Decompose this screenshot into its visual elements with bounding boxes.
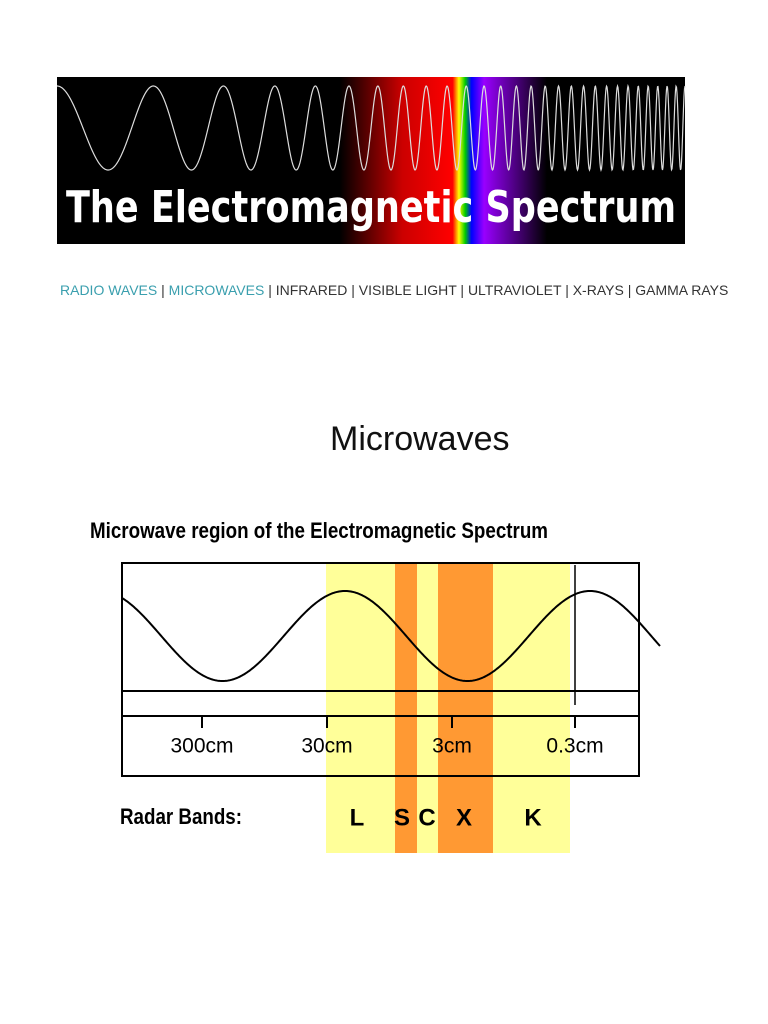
nav-link[interactable]: MICROWAVES bbox=[168, 282, 265, 298]
scale-label: 30cm bbox=[301, 735, 352, 758]
band-x bbox=[438, 563, 493, 853]
nav-separator: | bbox=[627, 282, 632, 298]
band-s bbox=[395, 563, 417, 853]
nav-separator: | bbox=[460, 282, 465, 298]
nav-link[interactable]: X-RAYS bbox=[572, 282, 624, 298]
nav-link[interactable]: RADIO WAVES bbox=[60, 282, 158, 298]
diagram: Microwave region of the Electromagnetic … bbox=[90, 518, 661, 853]
banner-background bbox=[57, 77, 685, 244]
band-letter: K bbox=[524, 804, 542, 831]
band-letter: L bbox=[350, 804, 365, 831]
banner-wave bbox=[56, 83, 686, 172]
nav-bar: RADIO WAVES | MICROWAVES | INFRARED | VI… bbox=[60, 282, 728, 298]
nav-separator: | bbox=[161, 282, 165, 298]
bands-label: Radar Bands: bbox=[120, 804, 242, 829]
nav-link[interactable]: INFRARED bbox=[275, 282, 348, 298]
nav-link[interactable]: ULTRAVIOLET bbox=[467, 282, 562, 298]
diagram-box bbox=[121, 562, 640, 777]
scale-label: 3cm bbox=[432, 735, 472, 758]
band-letter: C bbox=[418, 804, 435, 831]
nav-separator: | bbox=[565, 282, 569, 298]
banner: The Electromagnetic Spectrum bbox=[56, 77, 686, 244]
band-letter: S bbox=[394, 804, 410, 831]
nav-separator: | bbox=[351, 282, 355, 298]
scale-label: 300cm bbox=[170, 735, 233, 758]
wave bbox=[121, 589, 661, 682]
nav-link[interactable]: GAMMA RAYS bbox=[635, 282, 729, 298]
diagram-title: Microwave region of the Electromagnetic … bbox=[90, 518, 548, 543]
nav-link[interactable]: VISIBLE LIGHT bbox=[358, 282, 457, 298]
band-letter: X bbox=[456, 804, 472, 831]
scale-label: 0.3cm bbox=[546, 735, 603, 758]
page-heading: Microwaves bbox=[330, 420, 510, 458]
nav-separator: | bbox=[268, 282, 272, 298]
banner-title: The Electromagnetic Spectrum bbox=[66, 182, 676, 233]
